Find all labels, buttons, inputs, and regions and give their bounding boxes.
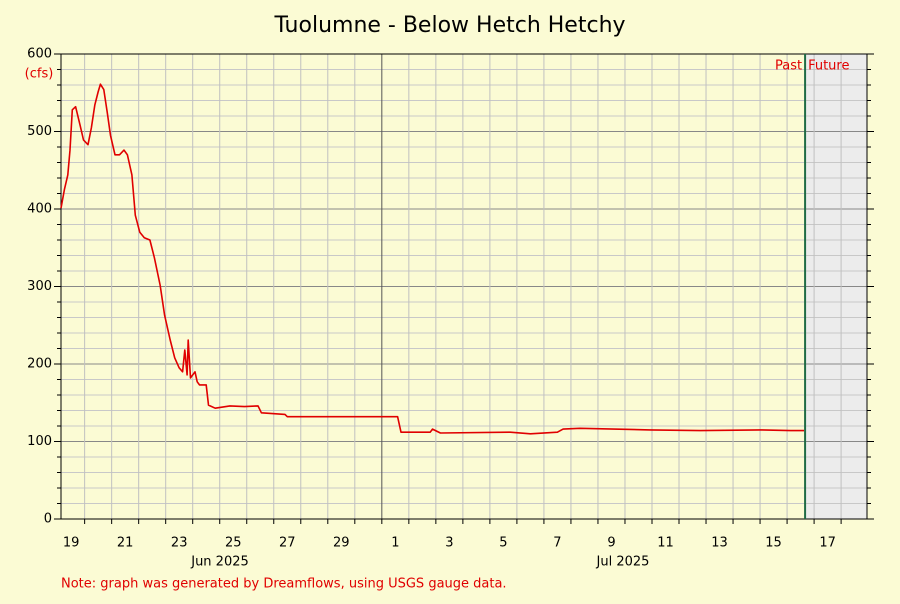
month-label: Jun 2025 [190,555,249,570]
future-label: Future [808,59,849,74]
flow-line [60,83,804,435]
x-tick-label: 3 [445,536,453,551]
x-tick-label: 19 [63,536,80,551]
x-tick-label: 21 [117,536,134,551]
y-tick-label: 600 [27,47,52,62]
past-label: Past [775,59,802,74]
x-tick-label: 9 [607,536,615,551]
note: Note: graph was generated by Dreamflows,… [61,577,507,592]
x-tick-label: 25 [225,536,242,551]
y-tick-label: 100 [27,434,52,449]
plot-frame [60,53,868,520]
x-tick-label: 15 [765,536,782,551]
y-tick-label: 200 [27,357,52,372]
x-tick-label: 27 [279,536,296,551]
x-tick-label: 1 [391,536,399,551]
chart-title: Tuolumne - Below Hetch Hetchy [273,13,625,38]
y-unit: (cfs) [25,67,54,82]
month-label: Jul 2025 [596,555,650,570]
x-tick-label: 23 [171,536,188,551]
x-tick-label: 13 [711,536,728,551]
y-tick-label: 0 [44,512,52,527]
x-tick-label: 11 [657,536,674,551]
x-tick-label: 5 [499,536,507,551]
y-tick-label: 500 [27,124,52,139]
x-tick-label: 7 [553,536,561,551]
x-tick-label: 17 [819,536,836,551]
y-tick-label: 400 [27,202,52,217]
y-tick-label: 300 [27,279,52,294]
x-tick-label: 29 [333,536,350,551]
